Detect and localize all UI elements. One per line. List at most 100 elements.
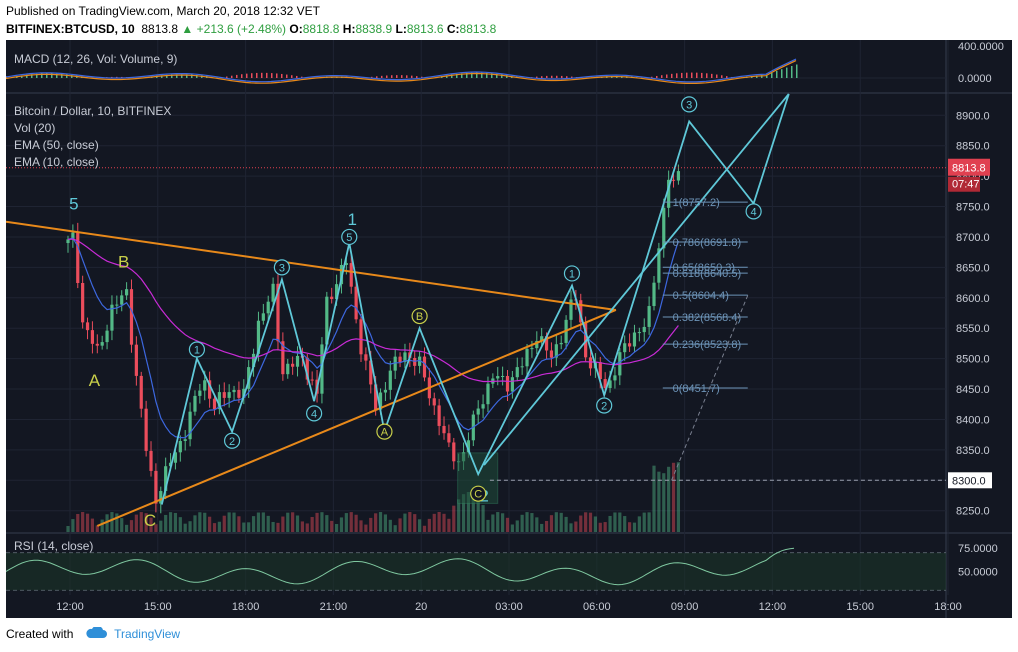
volume-bar — [295, 515, 300, 532]
volume-bar — [81, 512, 85, 532]
macd-histogram-bar — [761, 75, 763, 78]
volume-bar — [540, 523, 544, 532]
candle-body — [178, 441, 182, 453]
support-label: 8300.0 — [952, 475, 986, 487]
macd-tick-label: 400.0000 — [958, 41, 1004, 53]
candle-body — [110, 304, 114, 331]
macd-histogram-bar — [166, 74, 168, 78]
volume-bar — [232, 512, 236, 532]
volume-bar — [525, 512, 529, 532]
macd-histogram-bar — [181, 74, 183, 78]
macd-histogram-bar — [766, 74, 768, 78]
candle-body — [212, 398, 217, 410]
volume-bar — [535, 517, 539, 532]
candle-body — [139, 375, 143, 409]
candle-body — [637, 332, 641, 334]
volume-bar — [110, 512, 114, 532]
x-tick-label: 03:00 — [495, 601, 523, 613]
macd-histogram-bar — [36, 73, 38, 78]
candle-body — [623, 343, 627, 353]
volume-bar — [168, 512, 173, 532]
macd-histogram-bar — [491, 73, 493, 78]
created-with-label: Created with — [6, 627, 74, 641]
macd-histogram-bar — [71, 75, 73, 78]
circled-wave-label: 2 — [601, 400, 607, 412]
candle-body — [193, 395, 197, 412]
volume-bar — [203, 512, 207, 532]
candle-body — [344, 263, 348, 265]
x-tick-label: 12:00 — [759, 601, 787, 613]
macd-histogram-bar — [251, 73, 253, 78]
circled-wave-label: 3 — [686, 99, 692, 111]
candle-body — [383, 389, 388, 393]
tradingview-brand-link[interactable]: TradingView — [114, 627, 181, 641]
volume-bar — [667, 466, 671, 532]
volume-bar — [85, 513, 90, 532]
volume-bar — [334, 524, 339, 532]
macd-histogram-bar — [261, 72, 263, 78]
macd-histogram-bar — [691, 72, 693, 78]
candle-body — [330, 296, 334, 300]
macd-histogram-bar — [161, 75, 163, 78]
candle-body — [203, 380, 207, 391]
candle-body — [413, 357, 417, 366]
candle-body — [559, 342, 563, 345]
volume-bar — [349, 512, 353, 532]
candle-body — [198, 390, 202, 396]
candle-body — [149, 450, 153, 471]
candle-body — [261, 313, 265, 321]
macd-histogram-bar — [226, 76, 228, 78]
volume-bar — [427, 518, 431, 532]
volume-bar — [559, 512, 563, 532]
candle-body — [232, 389, 236, 393]
volume-bar — [554, 512, 558, 532]
volume-bar — [242, 522, 246, 532]
vol-legend: Vol (20) — [14, 121, 56, 135]
macd-histogram-bar — [451, 74, 453, 78]
price-axis — [946, 40, 1012, 618]
candle-body — [437, 405, 441, 426]
macd-histogram-bar — [471, 72, 473, 78]
rsi-tick-label: 50.0000 — [958, 567, 998, 579]
low-value: 8813.6 — [406, 22, 444, 36]
macd-histogram-bar — [386, 75, 388, 78]
macd-histogram-bar — [196, 74, 198, 78]
x-tick-label: 15:00 — [144, 601, 172, 613]
circled-wave-marker — [223, 432, 241, 449]
volume-bar — [222, 515, 226, 532]
macd-histogram-bar — [791, 65, 793, 78]
volume-bar — [579, 515, 583, 532]
volume-bar — [457, 499, 461, 532]
volume-bar — [320, 512, 324, 532]
wave-count-label: A — [89, 371, 101, 390]
candle-body — [134, 344, 138, 376]
channel-line — [483, 93, 790, 466]
wave-count-label: 1 — [347, 210, 356, 229]
candle-body — [632, 332, 637, 347]
chart-canvas[interactable]: 8900.08850.08800.08750.08700.08650.08600… — [6, 40, 1012, 618]
macd-histogram-bar — [241, 74, 243, 78]
volume-bar — [491, 514, 495, 532]
volume-bar — [378, 512, 383, 532]
fib-dash-line — [671, 295, 749, 481]
macd-histogram-bar — [561, 75, 563, 78]
candle-body — [183, 439, 187, 442]
volume-bar — [154, 524, 158, 532]
volume-bar — [647, 512, 651, 532]
fib-level-label: 0.236(8523.8) — [673, 339, 742, 351]
macd-histogram-bar — [176, 74, 178, 78]
countdown-tag — [948, 176, 980, 192]
candle-body — [588, 357, 593, 369]
macd-histogram-bar — [671, 73, 673, 78]
chart-area[interactable]: 8900.08850.08800.08750.08700.08650.08600… — [6, 40, 1012, 618]
macd-histogram-bar — [231, 75, 233, 78]
candle-body — [676, 171, 681, 181]
candle-body — [496, 376, 500, 379]
macd-legend: MACD (12, 26, Vol: Volume, 9) — [14, 52, 178, 66]
candle-body — [305, 357, 309, 380]
volume-bar — [188, 521, 192, 532]
y-tick-label: 8600.0 — [956, 293, 990, 305]
volume-bar — [276, 522, 280, 532]
volume-bar — [603, 522, 607, 532]
candle-body — [354, 286, 358, 320]
